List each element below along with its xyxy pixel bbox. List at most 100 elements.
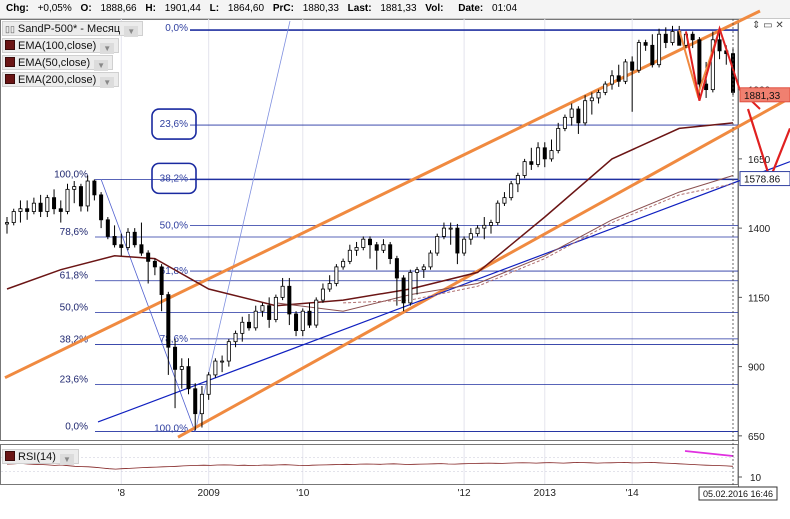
candle-body: [45, 197, 50, 212]
chg-value: +0,05%: [37, 3, 72, 14]
candle-body: [569, 108, 574, 118]
close-icon[interactable]: ✕: [775, 20, 784, 31]
open-label: O:: [80, 3, 92, 14]
candle-body: [5, 222, 10, 225]
candle-body: [112, 236, 117, 246]
candle-body: [18, 208, 23, 212]
x-tick-label: '12: [458, 488, 471, 499]
chg-label: Chg:: [6, 3, 29, 14]
candle-body: [515, 175, 520, 185]
candle-body: [273, 296, 278, 320]
candle-body: [374, 244, 379, 251]
fib-connector: [100, 179, 196, 432]
candle-body: [347, 249, 352, 262]
forecast-arrow: [746, 108, 790, 183]
candle-body: [126, 231, 131, 248]
fib-right-label: 78,6%: [160, 334, 188, 345]
date-value: 01:04: [492, 3, 518, 14]
maximize-icon[interactable]: ▭: [763, 20, 773, 31]
candle-body: [38, 202, 43, 212]
candle-body: [475, 227, 480, 235]
chevron-down-icon[interactable]: ▼: [59, 454, 74, 465]
legend-ema100[interactable]: EMA(100,close) ▼: [2, 38, 120, 54]
candle-body: [226, 341, 231, 362]
candle-body: [105, 219, 110, 237]
timestamp-label: 05.02.2016 16:46: [703, 489, 773, 499]
fib-right-label: 50,0%: [160, 220, 188, 231]
fib-highlight-box: [151, 162, 197, 195]
candle-body: [441, 227, 446, 237]
candle-body: [280, 285, 285, 298]
candle-body: [610, 75, 615, 85]
legend-ema50[interactable]: EMA(50,close) ▼: [2, 55, 114, 71]
fib-left-label: 23,6%: [60, 375, 88, 386]
chevron-down-icon[interactable]: ▼: [100, 77, 115, 88]
candle-body: [25, 208, 30, 212]
candle-body: [166, 294, 171, 348]
legend-ema200[interactable]: EMA(200,close) ▼: [2, 72, 120, 88]
date-label: Date:: [458, 3, 484, 14]
y-tick-label: 1150: [748, 293, 770, 304]
legend-ema100-label: EMA(100,close): [18, 40, 97, 52]
fib-left-label: 78,6%: [60, 227, 88, 238]
legend-rsi[interactable]: RSI(14) ▼: [2, 449, 79, 465]
candle-body: [341, 260, 346, 268]
candle-body: [31, 202, 36, 212]
candle-body: [576, 108, 581, 124]
candle-body: [394, 258, 399, 279]
chevron-down-icon[interactable]: ▼: [124, 26, 139, 37]
candle-body: [529, 161, 534, 165]
x-tick-label: 2009: [198, 488, 221, 499]
candle-body: [119, 244, 124, 248]
channel-upper-line: [4, 9, 761, 380]
candle-body: [589, 97, 594, 102]
candle-body: [468, 233, 473, 240]
candle-body: [206, 374, 211, 395]
candle-body: [381, 244, 386, 251]
candle-body: [367, 238, 372, 246]
candle-body: [482, 224, 487, 229]
candle-body: [85, 180, 90, 207]
candle-body: [616, 75, 621, 82]
candle-body: [186, 366, 191, 390]
candle-body: [240, 321, 245, 334]
y-tick-label: 650: [748, 432, 765, 443]
x-tick-label: '14: [626, 488, 639, 499]
candle-body: [132, 231, 137, 246]
candle-body: [213, 360, 218, 376]
prc-value: 1880,33: [302, 3, 339, 14]
candle-body: [623, 61, 628, 82]
window-controls: ⇕ ▭ ✕: [752, 20, 784, 32]
candle-body: [435, 236, 440, 254]
fib-left-label: 0,0%: [65, 421, 88, 432]
candle-body: [522, 161, 527, 176]
candle-body: [179, 366, 184, 370]
ema-color-swatch: [5, 57, 15, 67]
candle-body: [502, 197, 507, 204]
candle-body: [421, 266, 426, 271]
candle-body: [220, 360, 225, 363]
y-tick-label: 900: [748, 363, 765, 374]
prc-label: PrC:: [272, 3, 294, 14]
arrows-icon[interactable]: ⇕: [752, 20, 761, 31]
candle-body: [562, 116, 567, 129]
rsi-color-swatch: [5, 451, 15, 461]
chevron-down-icon[interactable]: ▼: [100, 43, 115, 54]
price-tag-label: 1881,33: [744, 91, 781, 102]
candle-body: [199, 393, 204, 415]
symbol-title-legend[interactable]: ▯▯ SandP-500* - Месяц ▼: [2, 21, 144, 37]
candle-body: [663, 33, 668, 43]
ema-color-swatch: [5, 40, 15, 50]
x-tick-label: 2013: [534, 488, 557, 499]
price-tag-box: [739, 171, 790, 187]
y-tick-label: 1650: [748, 155, 771, 166]
fib-left-label: 38,2%: [60, 334, 88, 345]
candle-body: [267, 305, 272, 320]
candle-body: [294, 313, 299, 331]
candle-body: [52, 197, 57, 210]
candle-body: [58, 208, 63, 212]
chevron-down-icon[interactable]: ▼: [94, 60, 109, 71]
trend-line: [97, 161, 790, 423]
